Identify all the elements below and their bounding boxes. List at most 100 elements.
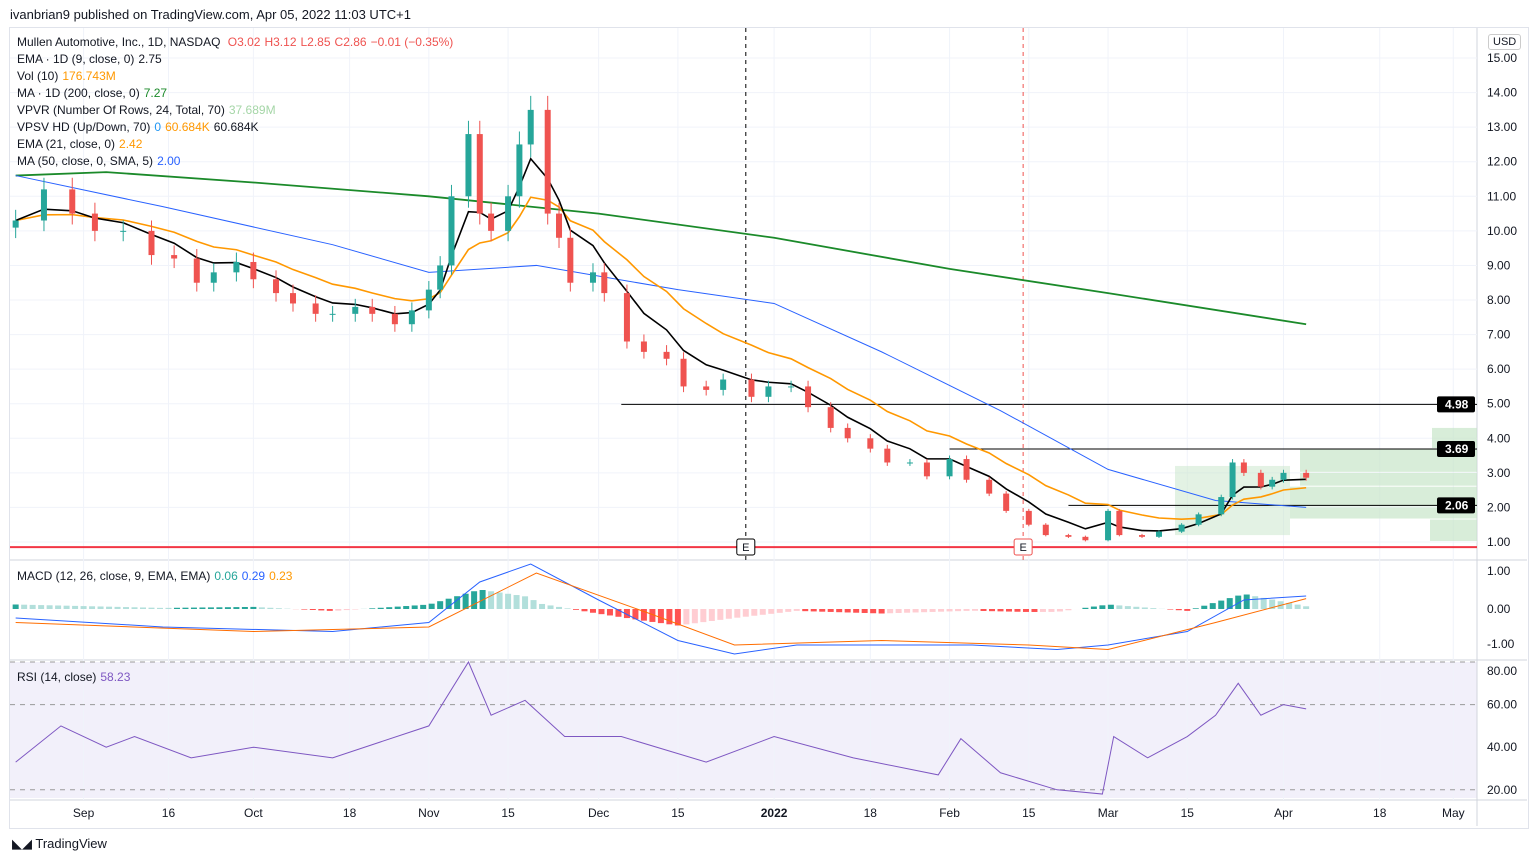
macd-histogram-bar	[751, 609, 758, 616]
candle-body	[12, 220, 19, 228]
legend-macd[interactable]: MACD (12, 26, close, 9, EMA, EMA) 0.06 0.2…	[17, 569, 293, 583]
macd-histogram-bar	[1252, 596, 1259, 609]
candle-body	[867, 438, 874, 449]
price-tick-label: 15.00	[1487, 51, 1517, 65]
legend-ema9[interactable]: EMA · 1D (9, close, 0) 2.75	[17, 52, 162, 66]
macd-histogram-bar	[802, 609, 809, 612]
macd-histogram-bar	[1218, 600, 1225, 609]
candle-body	[171, 255, 178, 259]
candle-body	[1003, 493, 1010, 511]
price-tick-label: 7.00	[1487, 328, 1511, 342]
price-tick-label: 2.00	[1487, 500, 1511, 514]
candle-body	[1218, 497, 1225, 515]
rsi-tick-label: 80.00	[1487, 664, 1517, 678]
level-price-label: 4.98	[1445, 397, 1469, 411]
candle-body	[788, 386, 795, 388]
candle-body	[1105, 510, 1112, 541]
price-tick-label: 11.00	[1487, 189, 1516, 203]
macd-histogram-bar	[649, 609, 656, 622]
macd-histogram-bar	[980, 609, 987, 611]
macd-histogram-bar	[377, 607, 384, 609]
macd-histogram-bar	[640, 609, 647, 621]
currency-label[interactable]: USD	[1488, 34, 1522, 50]
date-tick-label: 15	[671, 806, 685, 820]
macd-histogram-bar	[827, 609, 834, 612]
macd-histogram-bar	[1226, 598, 1233, 609]
macd-histogram-bar	[921, 609, 928, 613]
candle-body	[1303, 472, 1310, 478]
legend-ma50[interactable]: MA (50, close, 0, SMA, 5) 2.00	[17, 154, 181, 168]
macd-histogram-bar	[1116, 605, 1123, 609]
date-tick-label: 15	[1181, 806, 1195, 820]
legend-ema21[interactable]: EMA (21, close, 0) 2.42	[17, 137, 143, 151]
macd-histogram-bar	[1286, 602, 1293, 609]
candle-body	[312, 303, 319, 314]
macd-histogram-bar	[989, 609, 996, 612]
candle-body	[986, 479, 993, 494]
candle-body	[1139, 535, 1145, 537]
level-price-label: 2.06	[1445, 498, 1469, 512]
rsi-line	[15, 660, 1307, 795]
macd-histogram-bar	[1303, 606, 1310, 609]
macd-histogram-bar	[301, 609, 308, 610]
legend-vol[interactable]: Vol (10) 176.743M	[17, 69, 116, 83]
candle-body	[844, 427, 851, 439]
macd-histogram-bar	[972, 609, 979, 611]
macd-histogram-bar	[1039, 609, 1046, 612]
macd-histogram-bar	[140, 607, 147, 609]
macd-histogram-bar	[207, 607, 214, 609]
macd-histogram-bar	[326, 609, 333, 611]
macd-histogram-bar	[1209, 603, 1216, 609]
macd-histogram-bar	[173, 607, 180, 609]
legend-rsi[interactable]: RSI (14, close) 58.23	[17, 670, 131, 684]
macd-histogram-bar	[513, 595, 520, 609]
macd-tick-label: -1.00	[1487, 637, 1515, 651]
candle-body	[680, 358, 687, 387]
candle-body	[448, 196, 455, 266]
macd-histogram-bar	[929, 609, 936, 612]
macd-histogram-bar	[233, 607, 240, 609]
date-tick-label: May	[1442, 806, 1465, 820]
candle-body	[290, 293, 296, 304]
macd-histogram-bar	[46, 605, 53, 609]
macd-histogram-bar	[496, 592, 503, 609]
macd-histogram-bar	[38, 605, 45, 609]
candle-body	[516, 144, 523, 197]
macd-histogram-bar	[1243, 594, 1250, 609]
tradingview-logo: ◣◢ TradingView	[12, 836, 107, 851]
macd-histogram-bar	[411, 605, 418, 609]
macd-histogram-bar	[776, 609, 783, 613]
candle-body	[827, 407, 834, 428]
candle-body	[1082, 536, 1089, 541]
macd-histogram-bar	[29, 604, 36, 609]
date-tick-label: Nov	[418, 806, 439, 820]
macd-histogram-bar	[793, 609, 800, 611]
macd-histogram-bar	[1090, 606, 1097, 609]
candle-body	[765, 386, 772, 397]
macd-histogram-bar	[946, 609, 953, 612]
candle-body	[1178, 524, 1185, 532]
candle-body	[544, 109, 551, 214]
candle-body	[946, 459, 953, 477]
macd-histogram-bar	[895, 609, 902, 613]
macd-histogram-bar	[505, 593, 512, 609]
candle-body	[465, 134, 472, 197]
rsi-background	[10, 662, 1477, 798]
legend-vpsv[interactable]: VPSV HD (Up/Down, 70) 0 60.684K 60.684K	[17, 120, 259, 134]
candle-body	[210, 272, 217, 283]
macd-histogram-bar	[1031, 609, 1038, 612]
legend-ma200[interactable]: MA · 1D (200, close, 0) 7.27	[17, 86, 168, 100]
macd-tick-label: 0.00	[1487, 602, 1511, 616]
macd-histogram-bar	[471, 591, 478, 609]
macd-histogram-bar	[547, 605, 554, 609]
macd-histogram-bar	[156, 607, 163, 609]
candle-body	[476, 134, 483, 214]
date-tick-label: 18	[864, 806, 878, 820]
legend-vpvr[interactable]: VPVR (Number Of Rows, 24, Total, 70) 37.6…	[17, 103, 276, 117]
macd-histogram-bar	[1167, 609, 1174, 610]
macd-histogram-bar	[1014, 609, 1021, 612]
candle-body	[963, 459, 970, 480]
macd-histogram-bar	[1124, 606, 1131, 609]
candle-body	[40, 189, 47, 221]
